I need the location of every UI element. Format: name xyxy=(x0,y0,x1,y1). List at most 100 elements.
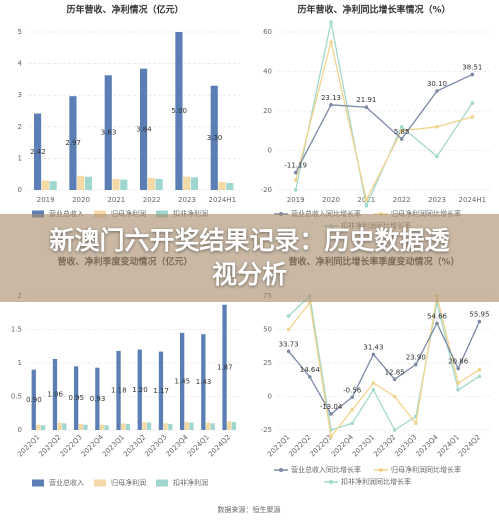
line xyxy=(295,21,473,208)
legend-label: 营业总收入 xyxy=(49,209,84,218)
y-tick-label: 60 xyxy=(263,28,272,36)
y-tick-label: 25 xyxy=(263,359,272,367)
bar xyxy=(83,424,88,430)
x-tick-label: 2022Q2 xyxy=(37,433,62,458)
data-label: 31.43 xyxy=(363,343,383,351)
bar xyxy=(62,423,67,430)
point xyxy=(371,352,376,357)
x-tick-label: 2023Q1 xyxy=(351,433,376,458)
point xyxy=(371,381,376,385)
bar xyxy=(201,334,206,430)
x-tick-label: 2022 xyxy=(143,196,161,204)
x-tick-label: 2024H1 xyxy=(459,196,487,204)
bar xyxy=(34,113,42,190)
bar xyxy=(112,178,120,190)
y-tick-label: 4 xyxy=(18,60,23,68)
data-label: 1.45 xyxy=(175,377,191,385)
bar xyxy=(78,423,83,430)
bar xyxy=(52,358,58,430)
bar xyxy=(84,176,93,190)
data-label: 20.86 xyxy=(448,358,469,366)
bar xyxy=(158,351,164,430)
point xyxy=(392,394,397,399)
bar xyxy=(222,304,227,430)
legend-label: 营业总收入 xyxy=(49,478,84,487)
point xyxy=(329,103,333,107)
point xyxy=(350,408,355,412)
point xyxy=(477,319,482,324)
y-tick-label: 1.5 xyxy=(11,326,22,334)
point xyxy=(286,314,291,318)
point xyxy=(399,137,404,141)
legend-swatch xyxy=(279,468,283,472)
bar xyxy=(116,350,121,430)
x-tick-label: 2021 xyxy=(107,196,125,204)
point xyxy=(293,178,298,182)
legend-label: 扣非净利润 xyxy=(173,478,208,487)
legend-swatch xyxy=(94,479,106,487)
x-tick-label: 2022Q3 xyxy=(59,433,84,458)
x-tick-label: 2024Q2 xyxy=(457,433,482,458)
data-label: 2.97 xyxy=(65,139,81,147)
bar xyxy=(155,178,163,190)
y-tick-label: 5 xyxy=(18,28,22,36)
y-tick-label: 1 xyxy=(18,154,22,162)
point xyxy=(364,198,369,202)
point xyxy=(456,366,461,371)
bar xyxy=(41,180,49,190)
bar xyxy=(218,182,226,190)
bar xyxy=(77,175,85,190)
bar xyxy=(49,181,57,190)
point xyxy=(456,388,461,392)
x-tick-label: 2023Q2 xyxy=(122,433,147,458)
legend-label: 扣非净利润同比增长率 xyxy=(341,477,411,486)
data-label: 1.87 xyxy=(217,363,233,371)
y-tick-label: 0.5 xyxy=(11,393,22,401)
data-label: 0.90 xyxy=(26,396,42,404)
data-label: 23.90 xyxy=(406,353,426,361)
y-tick-label: 1 xyxy=(18,359,22,367)
point xyxy=(364,105,369,110)
y-tick-label: -25 xyxy=(261,426,272,434)
point xyxy=(399,128,404,133)
y-tick-label: 0 xyxy=(268,147,272,155)
y-tick-label: -20 xyxy=(261,186,272,194)
y-tick-label: 0 xyxy=(18,186,22,194)
line xyxy=(288,321,480,415)
data-label: 0.95 xyxy=(69,394,85,402)
bar xyxy=(125,423,131,430)
x-tick-label: 2022Q1 xyxy=(16,433,41,458)
bar xyxy=(74,366,79,430)
chart-title: 历年营收、净利同比增长率情况（%） xyxy=(297,4,450,16)
data-label: -0.56 xyxy=(343,386,362,394)
point xyxy=(435,321,439,326)
x-tick-label: 2020 xyxy=(72,196,90,204)
x-tick-label: 2023Q2 xyxy=(372,433,397,458)
data-label: -11.19 xyxy=(284,162,307,170)
bar xyxy=(231,421,237,430)
x-tick-label: 2023 xyxy=(428,196,446,204)
data-label: 1.18 xyxy=(111,386,127,394)
legend-label: 归母净利润同比增长率 xyxy=(391,209,461,218)
legend-swatch xyxy=(329,480,333,484)
point xyxy=(350,395,355,400)
x-tick-label: 2024Q1 xyxy=(436,433,461,458)
point xyxy=(414,421,418,426)
line xyxy=(295,41,473,202)
data-label: 0.93 xyxy=(90,395,106,403)
point xyxy=(293,170,298,175)
x-tick-label: 2024H1 xyxy=(209,196,237,204)
point xyxy=(477,374,482,379)
point xyxy=(456,381,461,385)
bar xyxy=(205,422,211,430)
banner-text: 新澳门六开奖结果记录：历史数据透视分析 xyxy=(49,226,450,289)
y-tick-label: 20 xyxy=(263,107,272,115)
bar xyxy=(57,422,62,430)
point xyxy=(435,89,439,93)
bar xyxy=(137,349,142,430)
point xyxy=(392,428,397,432)
bar xyxy=(227,421,232,430)
legend-label: 归母净利润 xyxy=(111,209,146,218)
bar xyxy=(163,423,168,430)
